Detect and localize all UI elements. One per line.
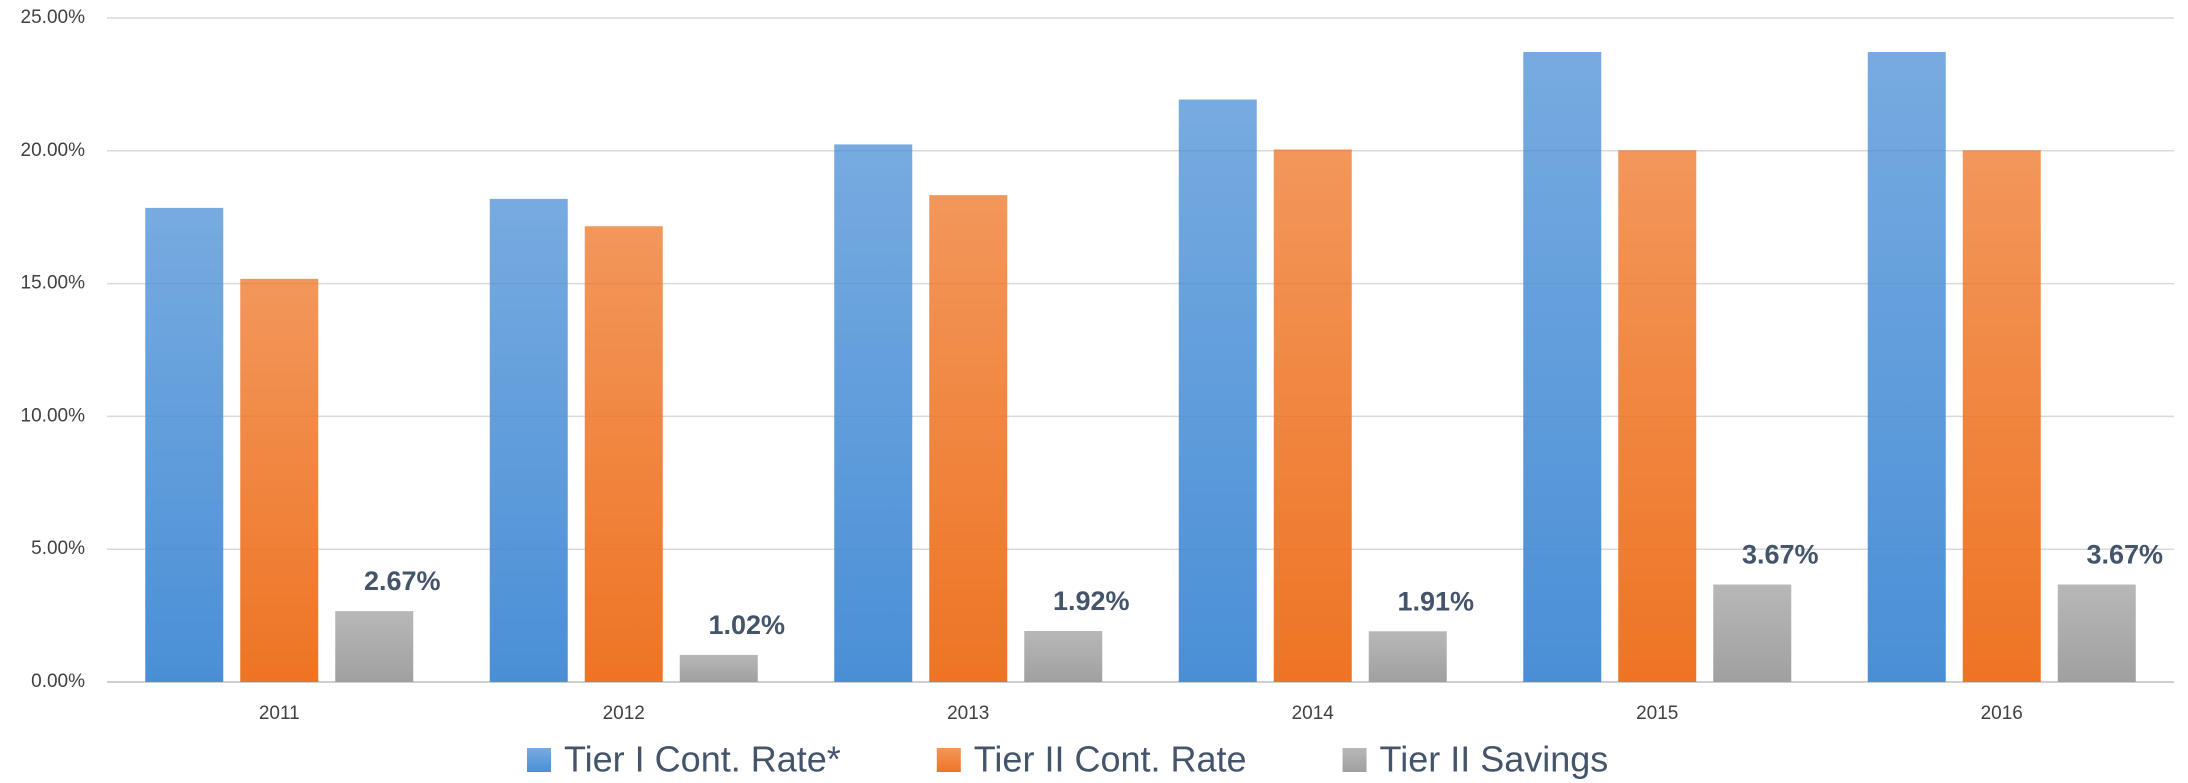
legend-label: Tier I Cont. Rate* [564,739,841,780]
legend-label: Tier II Savings [1380,739,1609,780]
bar [834,144,913,682]
legend-swatch [936,748,961,772]
bar [2057,584,2136,682]
y-tick-label: 20.00% [21,140,86,161]
y-tick-label: 15.00% [21,273,86,294]
bar [1962,150,2041,682]
bar [1273,149,1352,683]
data-label: 1.91% [1397,586,1474,616]
data-label: 3.67% [1742,540,1819,570]
legend-swatch [1342,748,1367,772]
legend-swatch [527,748,551,772]
bar [1713,584,1792,682]
bar [1867,51,1946,682]
x-tick-label: 2012 [603,703,645,724]
y-tick-label: 0.00% [31,671,85,692]
data-label: 3.67% [2086,540,2163,570]
bar [679,654,758,682]
legend-label: Tier II Cont. Rate [974,739,1247,780]
data-label: 1.02% [708,610,785,640]
data-label: 2.67% [364,566,441,596]
x-tick-label: 2013 [947,703,989,724]
data-label: 1.92% [1053,586,1130,616]
bar [1178,99,1257,683]
y-tick-label: 5.00% [31,538,85,559]
bar [1368,631,1447,682]
bar [489,198,568,682]
x-tick-label: 2016 [1981,703,2023,724]
x-tick-label: 2015 [1636,703,1678,724]
bar [240,278,319,682]
bar [1618,150,1697,682]
x-tick-label: 2011 [259,703,300,724]
y-tick-label: 10.00% [21,405,86,426]
y-tick-label: 25.00% [21,7,86,28]
bar [1024,631,1103,682]
bar [584,226,663,682]
bar [929,195,1008,682]
bar [145,207,224,683]
bar [1523,51,1602,682]
bar [335,611,414,682]
x-tick-label: 2014 [1292,703,1335,724]
